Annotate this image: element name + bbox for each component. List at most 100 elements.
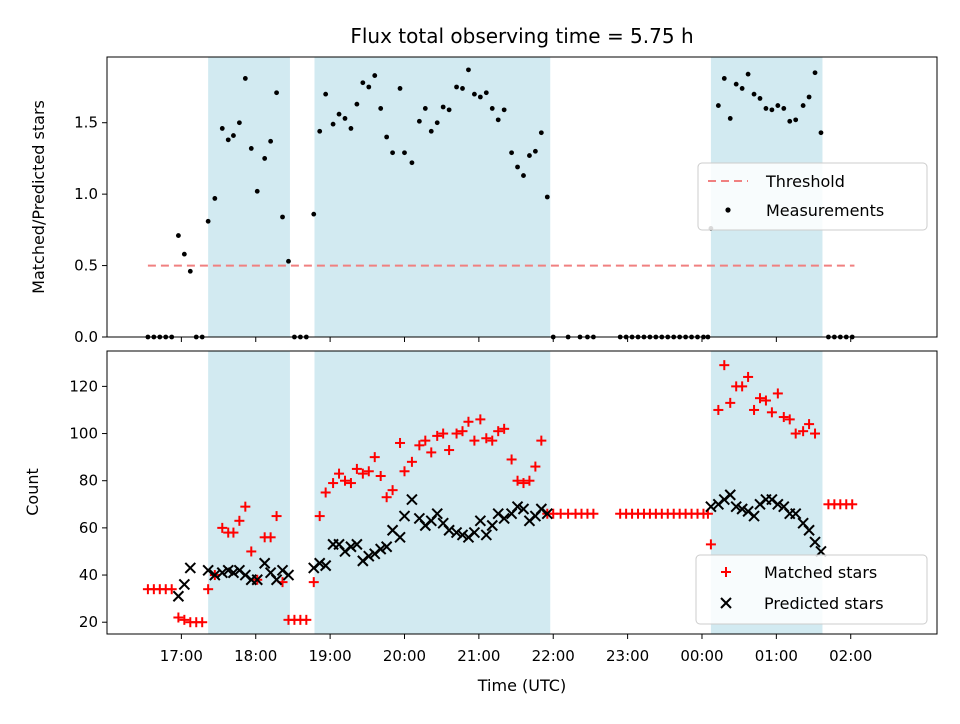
bottom-count-points (142, 360, 858, 628)
matched-star-point (363, 466, 374, 477)
matched-star-point (320, 487, 331, 498)
matched-star-point (766, 407, 777, 418)
predicted-star-point (251, 574, 263, 586)
measurement-point (254, 188, 260, 194)
measurement-point (262, 156, 268, 161)
measurement-point (769, 107, 775, 113)
measurement-point (763, 106, 769, 111)
predicted-star-point (178, 578, 191, 591)
matched-star-point (351, 463, 362, 474)
matched-star-point (463, 416, 474, 427)
top-y-tick-label: 0.5 (74, 257, 98, 275)
measurement-point (397, 86, 403, 91)
matched-star-point (339, 475, 350, 486)
matched-star-point (725, 397, 736, 408)
top-legend-box (697, 162, 928, 231)
matched-star-point (772, 388, 783, 399)
predicted-star-point (705, 500, 717, 513)
measurement-point (416, 118, 422, 124)
predicted-star-point (456, 529, 469, 541)
measurement-point (231, 133, 236, 138)
matched-star-point (518, 478, 529, 489)
measurement-point (336, 111, 342, 117)
measurement-point (342, 116, 348, 121)
predicted-star-point (351, 538, 363, 551)
predicted-star-point (809, 536, 821, 548)
predicted-star-point (374, 543, 387, 555)
matched-star-point (749, 404, 760, 415)
measurement-point (472, 91, 477, 97)
bottom-y-tick-label: 120 (69, 377, 98, 395)
measurement-point (330, 121, 336, 127)
matched-star-point (790, 428, 801, 439)
measurement-point (280, 214, 285, 220)
measurement-point (317, 128, 323, 134)
matched-star-point (754, 393, 765, 404)
measurement-point (360, 80, 366, 86)
x-tick-label: 23:00 (606, 647, 649, 665)
predicted-star-point (380, 541, 393, 553)
legend-matched-label: Matched stars (764, 563, 877, 582)
measurement-point (818, 130, 824, 136)
predicted-star-point (498, 512, 510, 525)
measurement-point (460, 86, 465, 91)
measurement-point (422, 106, 428, 111)
matched-star-point (420, 435, 431, 446)
measurement-point (274, 90, 279, 96)
observing-interval-2 (314, 351, 551, 634)
measurement-point (348, 126, 354, 131)
matched-star-point (588, 508, 599, 519)
measurement-point (187, 268, 193, 274)
observing-interval-1 (208, 57, 290, 337)
matched-star-point (810, 428, 821, 439)
matched-star-point (179, 614, 190, 625)
top-y-axis: 0.0 0.5 1.0 1.5 (74, 114, 107, 346)
predicted-star-point (398, 510, 411, 522)
matched-star-point (197, 617, 208, 628)
matched-star-point (499, 423, 510, 434)
predicted-star-point (406, 493, 418, 506)
matched-star-point (240, 501, 251, 512)
matched-star-point (444, 445, 455, 456)
predicted-star-point (227, 566, 240, 579)
matched-star-point (530, 461, 541, 472)
matched-star-point (387, 485, 398, 496)
matched-star-point (432, 430, 443, 441)
predicted-star-point (363, 550, 375, 562)
matched-star-point (798, 426, 809, 437)
measurement-point (323, 91, 329, 97)
measurement-point (248, 146, 254, 151)
bottom-y-tick-label: 60 (79, 519, 98, 537)
x-tick-label: 19:00 (309, 647, 352, 665)
matched-star-point (737, 381, 748, 392)
measurement-point (751, 91, 757, 97)
matched-star-point (475, 414, 486, 425)
matched-star-point (246, 546, 257, 557)
bottom-legend-box (695, 554, 928, 625)
predicted-star-point (319, 559, 332, 572)
matched-star-point (217, 522, 228, 533)
matched-star-point (804, 419, 815, 430)
matched-star-point (705, 539, 716, 550)
bottom-y-tick-label: 80 (79, 472, 98, 490)
measurement-point (434, 120, 440, 126)
measurement-point (521, 173, 526, 178)
measurement-point (409, 160, 415, 166)
x-tick-label: 00:00 (680, 647, 723, 665)
measurement-point (372, 73, 378, 78)
measurement-point (286, 258, 291, 264)
top-axes-frame (106, 56, 938, 338)
matched-star-point (778, 412, 789, 423)
matched-star-point (301, 614, 312, 625)
measurement-point (268, 138, 274, 144)
x-tick-label: 01:00 (755, 647, 798, 665)
measurement-point (715, 103, 721, 108)
bottom-y-tick-label: 100 (69, 425, 98, 443)
matched-star-point (481, 433, 492, 444)
predicted-star-point (431, 508, 443, 520)
matched-star-point (234, 515, 245, 526)
measurement-point (812, 70, 818, 76)
predicted-star-point (474, 515, 487, 527)
predicted-star-point (541, 508, 553, 520)
